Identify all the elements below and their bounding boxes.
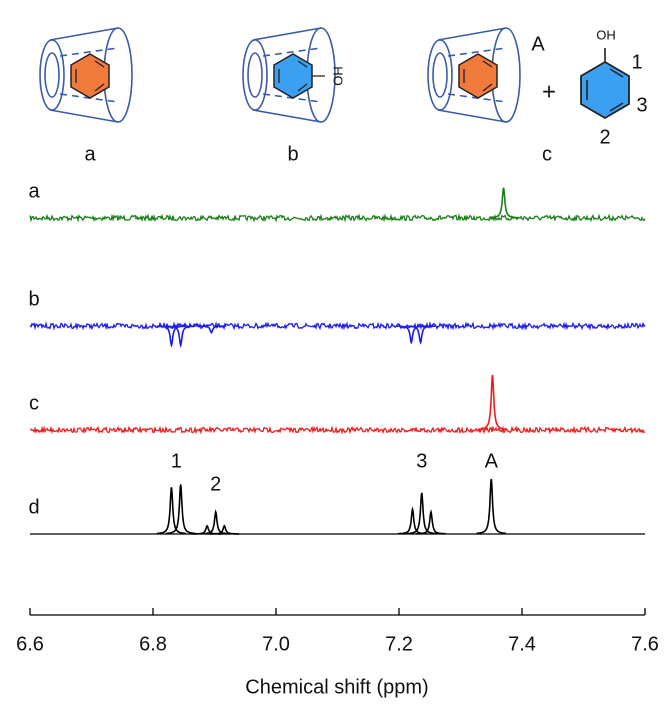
series-label: c — [29, 392, 39, 414]
host-guest-b: HO — [242, 27, 346, 123]
diagram-label: 2 — [599, 126, 610, 148]
peak — [156, 325, 187, 348]
peak-label: 3 — [416, 450, 427, 472]
x-tick-label: 6.8 — [139, 633, 167, 655]
x-tick-label: 7.6 — [631, 633, 659, 655]
peak — [405, 325, 436, 345]
peak — [488, 187, 519, 219]
series-label: b — [28, 288, 39, 310]
x-tick-label: 7.4 — [508, 633, 536, 655]
diagram-label: b — [287, 143, 298, 165]
baseline — [29, 213, 646, 223]
baseline — [29, 425, 646, 435]
diagram-label: A — [531, 33, 545, 55]
peak — [406, 492, 437, 535]
oh-label: HO — [331, 66, 346, 86]
series-label: d — [28, 496, 39, 518]
peak — [209, 524, 240, 535]
peak — [477, 374, 508, 431]
peak-label: 2 — [210, 473, 221, 495]
peak — [201, 509, 231, 535]
diagram-label: + — [542, 78, 556, 105]
peak — [196, 325, 227, 334]
x-tick-label: 6.6 — [16, 633, 44, 655]
series-label: a — [28, 180, 40, 202]
host-guest-a — [39, 27, 133, 123]
x-tick-label: 7.0 — [262, 633, 290, 655]
diagram-label: OH — [596, 27, 616, 42]
peak — [156, 487, 187, 535]
host-guest-c — [427, 27, 521, 123]
baseline — [29, 320, 646, 331]
diagram-label: 3 — [636, 94, 647, 116]
phenol — [580, 48, 630, 120]
peak — [396, 325, 427, 345]
peak — [416, 509, 446, 535]
peak — [476, 478, 506, 535]
peak-label: 1 — [171, 450, 182, 472]
diagram-label: a — [84, 143, 96, 165]
peak-label: A — [485, 450, 499, 472]
x-axis-title: Chemical shift (ppm) — [245, 676, 428, 698]
peak — [165, 325, 196, 348]
peak — [165, 484, 196, 535]
x-tick-label: 7.2 — [385, 633, 413, 655]
diagram-label: c — [542, 143, 552, 165]
diagram-label: 1 — [631, 51, 642, 73]
